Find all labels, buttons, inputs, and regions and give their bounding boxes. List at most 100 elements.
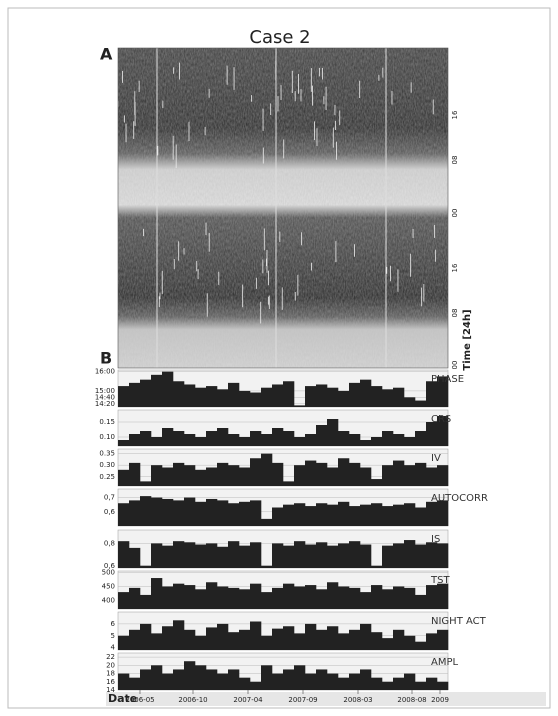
bar	[360, 467, 372, 486]
bar	[250, 392, 262, 407]
x-tick-label: 2006-10	[178, 696, 207, 704]
bar	[261, 592, 273, 609]
y-tick-label: 16	[106, 678, 115, 686]
bar	[261, 635, 273, 650]
bar	[140, 594, 152, 609]
bar	[129, 382, 141, 407]
bar	[338, 501, 350, 526]
bar	[261, 387, 273, 407]
bar	[283, 431, 295, 446]
panel-label: B	[100, 349, 112, 368]
bar	[140, 379, 152, 407]
bar	[162, 545, 174, 568]
bar	[217, 546, 229, 568]
bar	[173, 669, 185, 690]
bar	[327, 545, 339, 568]
bar	[349, 629, 361, 650]
series-label: AMPL	[431, 657, 458, 668]
y-tick-label: 08	[451, 156, 459, 165]
bar	[129, 462, 141, 486]
bar	[349, 462, 361, 486]
y-tick-label: 22	[106, 653, 115, 661]
bar	[316, 629, 328, 650]
bar	[294, 465, 306, 486]
y-tick-label: 0.30	[99, 461, 115, 469]
bar	[316, 425, 328, 446]
y-tick-label: 00	[451, 209, 459, 218]
bar	[217, 500, 229, 526]
x-tick-label: 2007-09	[288, 696, 317, 704]
bar	[118, 469, 130, 486]
bar	[393, 677, 405, 690]
bar	[371, 677, 383, 690]
bar	[217, 389, 229, 407]
bar	[404, 397, 416, 407]
bar	[261, 518, 273, 526]
bar	[228, 541, 240, 568]
bar	[294, 665, 306, 690]
x-tick-label: 2006-05	[125, 696, 154, 704]
y-tick-label: 450	[102, 582, 115, 590]
bar	[217, 428, 229, 446]
bar	[393, 586, 405, 609]
bar	[404, 465, 416, 486]
bar	[217, 462, 229, 486]
bar	[283, 481, 295, 486]
bar	[360, 440, 372, 446]
bar	[140, 565, 152, 568]
bar	[272, 587, 284, 609]
bar	[437, 583, 449, 609]
bar	[118, 440, 130, 446]
y-tick-label: 0.15	[99, 418, 115, 426]
bar	[250, 542, 262, 568]
actogram-frame	[117, 47, 449, 369]
bar	[140, 431, 152, 446]
bar	[272, 507, 284, 526]
bar	[184, 497, 196, 526]
y-tick-label: 0,8	[104, 539, 115, 547]
bar	[118, 541, 130, 568]
bar	[118, 503, 130, 526]
bar	[294, 503, 306, 526]
bar	[283, 504, 295, 526]
bar	[261, 434, 273, 446]
bar	[228, 382, 240, 407]
bar	[250, 583, 262, 609]
bar	[393, 460, 405, 486]
bar	[217, 673, 229, 690]
bar	[261, 565, 273, 568]
bar	[371, 479, 383, 486]
bar	[228, 587, 240, 609]
bar	[173, 462, 185, 486]
bar	[239, 629, 251, 650]
bar	[327, 467, 339, 486]
bar	[382, 545, 394, 568]
bar	[360, 623, 372, 650]
bar	[250, 500, 262, 526]
panel-label: A	[100, 45, 113, 64]
bar	[349, 587, 361, 609]
bar	[404, 503, 416, 526]
bar	[393, 387, 405, 407]
bar	[371, 503, 383, 526]
bar	[283, 626, 295, 650]
bar	[426, 633, 438, 650]
bar	[206, 498, 218, 526]
bar	[184, 465, 196, 486]
bar	[283, 545, 295, 568]
bar	[140, 669, 152, 690]
bar	[162, 626, 174, 650]
bar	[118, 592, 130, 609]
bar	[349, 541, 361, 568]
series-label: CRS	[431, 414, 451, 425]
bar	[360, 379, 372, 407]
bar	[404, 437, 416, 446]
bar	[272, 628, 284, 650]
bar	[129, 434, 141, 446]
bar	[305, 434, 317, 446]
bar	[228, 632, 240, 650]
bar	[349, 673, 361, 690]
bar	[426, 381, 438, 407]
bar	[327, 387, 339, 407]
bar	[294, 405, 306, 407]
